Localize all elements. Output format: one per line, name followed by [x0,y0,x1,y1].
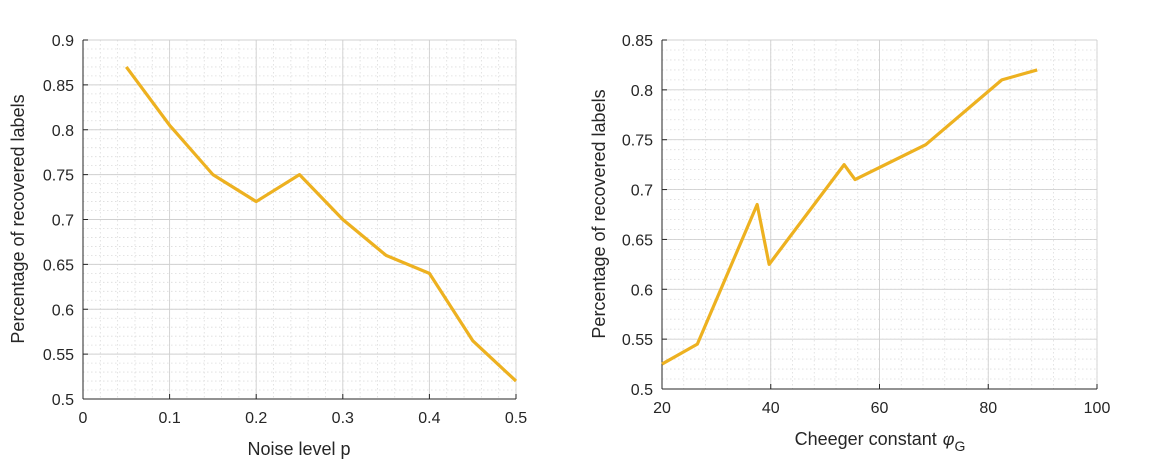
x-tick-label: 0.4 [418,410,440,427]
y-tick-label: 0.7 [631,183,653,200]
x-tick-label: 0.5 [505,410,527,427]
x-tick-label: 80 [979,400,997,417]
y-axis-label: Percentage of recovered labels [589,89,609,338]
y-tick-label: 0.8 [631,83,653,100]
y-tick-label: 0.6 [52,302,74,319]
x-tick-label: 0.1 [158,410,180,427]
y-tick-label: 0.9 [52,33,74,50]
y-tick-label: 0.5 [631,382,653,399]
x-axis-label: Cheeger constant φG [795,429,966,454]
y-tick-label: 0.75 [622,133,653,150]
x-tick-label: 0 [79,410,88,427]
y-tick-label: 0.55 [43,347,74,364]
x-axis-label-symbol: φ [943,429,955,449]
x-tick-label: 100 [1084,400,1111,417]
y-tick-label: 0.55 [622,332,653,349]
y-tick-label: 0.85 [622,33,653,50]
series-line [125,65,518,383]
x-axis-label-subscript: G [954,438,965,454]
y-tick-label: 0.65 [43,257,74,274]
x-axis-label: Noise level p [247,439,350,459]
x-tick-label: 0.2 [245,410,267,427]
y-tick-label: 0.65 [622,232,653,249]
chart-noise-level: 0 0.1 0.2 0.3 0.4 0.5 0.5 0.55 0.6 0.65 0.7 0.75 0.8… [8,33,527,459]
y-tick-label: 0.8 [52,123,74,140]
y-tick-label: 0.75 [43,168,74,185]
x-tick-label: 60 [871,400,889,417]
x-tick-label: 20 [653,400,671,417]
x-tick-label: 40 [762,400,780,417]
y-tick-label: 0.7 [52,213,74,230]
chart-cheeger-constant: 20 40 60 80 100 0.5 0.55 0.6 0.65 0.7 0.75 0.8 0.85 C… [589,33,1110,454]
y-axis-label: Percentage of recovered labels [8,94,28,343]
x-tick-label: 0.3 [332,410,354,427]
y-tick-label: 0.5 [52,392,74,409]
series-line [661,68,1038,366]
y-tick-label: 0.85 [43,78,74,95]
y-tick-label: 0.6 [631,282,653,299]
